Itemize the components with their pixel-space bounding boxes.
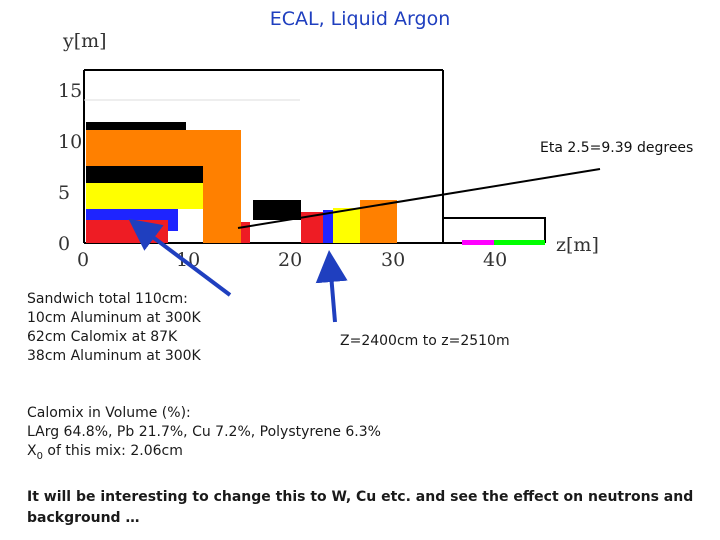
- sandwich-note: Sandwich total 110cm: 10cm Aluminum at 3…: [27, 290, 201, 366]
- conclusion-note: It will be interesting to change this to…: [27, 489, 694, 526]
- calomix-line-3: X0 of this mix: 2.06cm: [27, 442, 381, 466]
- eta-label: Eta 2.5=9.39 degrees: [540, 140, 693, 156]
- sandwich-arrow: [128, 218, 232, 297]
- calomix-line-2: LArg 64.8%, Pb 21.7%, Cu 7.2%, Polystyre…: [27, 424, 381, 440]
- barrel-blue-layer: [86, 209, 168, 220]
- endcap-red-strip-2: [301, 212, 323, 243]
- y-tick-5: 5: [58, 182, 70, 204]
- eta-line: [237, 168, 601, 229]
- barrel-black-band-top: [86, 122, 186, 130]
- x-tick-10: 10: [176, 249, 200, 271]
- x-tick-20: 20: [278, 249, 302, 271]
- x-axis-label: z[m]: [556, 234, 599, 256]
- endcap-black-block: [253, 200, 301, 220]
- sandwich-line-1: Sandwich total 110cm:: [27, 291, 188, 307]
- calomix-line-1: Calomix in Volume (%):: [27, 405, 191, 421]
- sandwich-line-3: 62cm Calomix at 87K: [27, 329, 178, 345]
- x-tick-0: 0: [77, 249, 89, 271]
- x0-value-text: of this mix: 2.06cm: [42, 443, 183, 459]
- y-axis-label: y[m]: [62, 30, 107, 52]
- x0-subscript: 0: [36, 450, 43, 462]
- barrel-orange-end: [203, 166, 241, 243]
- x-tick-30: 30: [381, 249, 405, 271]
- z-range-arrow: [315, 250, 348, 323]
- endcap-red-strip-1: [241, 222, 250, 243]
- forward-green-marker: [494, 240, 545, 245]
- y-tick-10: 10: [58, 131, 82, 153]
- barrel-calorimeter: [86, 122, 241, 243]
- endcap-yellow-strip: [333, 208, 360, 243]
- x0-symbol: X: [27, 443, 37, 459]
- barrel-orange-layer: [86, 130, 241, 166]
- y-tick-0: 0: [58, 233, 70, 255]
- forward-magenta-marker: [462, 240, 494, 245]
- z-range-note: Z=2400cm to z=2510m: [340, 333, 510, 349]
- barrel-black-band-mid: [86, 166, 203, 183]
- y-tick-15: 15: [58, 80, 82, 102]
- forward-section-outline: [443, 217, 546, 243]
- sandwich-line-2: 10cm Aluminum at 300K: [27, 310, 201, 326]
- endcap-blue-strip: [323, 210, 333, 243]
- calomix-note: Calomix in Volume (%): LArg 64.8%, Pb 21…: [27, 404, 381, 466]
- sandwich-line-4: 38cm Aluminum at 300K: [27, 348, 201, 364]
- barrel-yellow-layer: [86, 183, 203, 209]
- page-title: ECAL, Liquid Argon: [269, 8, 451, 30]
- x-tick-40: 40: [483, 249, 507, 271]
- barrel-blue-end: [168, 209, 178, 231]
